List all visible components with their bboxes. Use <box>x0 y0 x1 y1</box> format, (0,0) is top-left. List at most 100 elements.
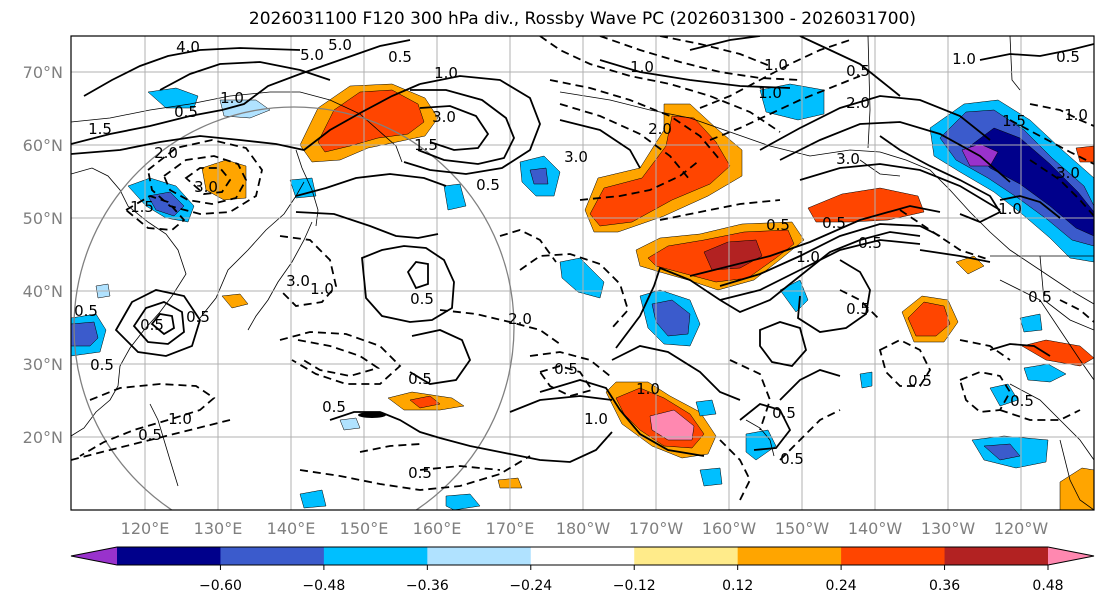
contour-label: 1.5 <box>88 120 112 138</box>
lon-label: 130°E <box>194 519 243 538</box>
contours-dashed <box>71 36 1094 501</box>
contour-label: 1.0 <box>584 410 608 428</box>
contour-label: 1.0 <box>220 89 244 107</box>
contour-label: 1.0 <box>952 50 976 68</box>
contour-label: 1.0 <box>630 58 654 76</box>
contour-label: 0.5 <box>858 234 882 252</box>
colorbar-segment <box>427 547 532 565</box>
contour-label: 0.5 <box>138 426 162 444</box>
field-positive-coast <box>1021 339 1094 367</box>
contour-label: 1.0 <box>796 248 820 266</box>
contour-label: 1.5 <box>414 136 438 154</box>
contour-label: 3.0 <box>194 178 218 196</box>
contour-label: 1.0 <box>758 84 782 102</box>
contour-label: 0.5 <box>780 450 804 468</box>
contour-label: 0.5 <box>1028 288 1052 306</box>
colorbar-tick-label: 0.48 <box>1032 578 1063 594</box>
contour-label: 3.0 <box>836 150 860 168</box>
contour-label: 0.5 <box>772 404 796 422</box>
field-negative-small-2 <box>779 279 809 313</box>
latitude-labels: 70°N 60°N 50°N 40°N 30°N 20°N <box>23 63 63 447</box>
map-title: 2026031100 F120 300 hPa div., Rossby Wav… <box>248 9 917 29</box>
field-negative-small-15 <box>695 399 717 417</box>
range-circle <box>73 106 515 510</box>
colorbar-tick-label: −0.24 <box>509 578 552 594</box>
lat-label: 20°N <box>23 428 63 447</box>
colorbar-segment <box>220 547 325 565</box>
field-negative-small-14 <box>299 489 327 509</box>
contour-label: 1.0 <box>310 280 334 298</box>
contour-label: 1.0 <box>168 410 192 428</box>
lat-label: 50°N <box>23 209 63 228</box>
lat-label: 40°N <box>23 282 63 301</box>
colorbar-tick-label: 0.24 <box>826 578 857 594</box>
lon-label: 120°W <box>994 519 1049 538</box>
lon-label: 170°W <box>629 519 684 538</box>
contour-label: 3.0 <box>432 108 456 126</box>
field-negative-small-18 <box>339 417 361 431</box>
field-negative-core-west-coast <box>969 127 1094 237</box>
graticule <box>71 36 1094 510</box>
field-negative-small-11 <box>445 493 481 510</box>
contour-label: 2.0 <box>508 310 532 328</box>
contour-label: 1.0 <box>764 56 788 74</box>
lon-label: 170°E <box>486 519 535 538</box>
lon-label: 180°W <box>556 519 611 538</box>
colorbar-tick-label: −0.36 <box>406 578 449 594</box>
contour-label: 0.5 <box>1056 48 1080 66</box>
field-negative-small-6 <box>983 443 1021 461</box>
colorbar-extend-high <box>1048 547 1094 565</box>
colorbar-tick-label: −0.60 <box>199 578 242 594</box>
field-negative-small-9 <box>989 383 1019 407</box>
contour-label: 0.5 <box>408 370 432 388</box>
contour-label: 5.0 <box>300 46 324 64</box>
contour-label: 1.5 <box>1002 112 1026 130</box>
colorbar-segment <box>944 547 1049 565</box>
contour-label: 3.0 <box>564 148 588 166</box>
field-negative-small-7 <box>1019 313 1043 333</box>
contour-label: 3.0 <box>286 272 310 290</box>
contour-label: 4.0 <box>176 38 200 56</box>
contour-label: 0.5 <box>90 356 114 374</box>
field-negative-small-16 <box>859 371 873 389</box>
lon-label: 140°E <box>267 519 316 538</box>
contour-label: 5.0 <box>328 36 352 54</box>
field-negative-kuril <box>147 87 199 109</box>
contour-label: 0.5 <box>140 316 164 334</box>
small-closed-contour <box>358 412 386 418</box>
colorbar-frame <box>70 546 1095 566</box>
lat-label: 30°N <box>23 355 63 374</box>
lon-label: 150°W <box>775 519 830 538</box>
contour-label: 0.5 <box>846 300 870 318</box>
contour-label: 2.0 <box>846 94 870 112</box>
colorbar-segment <box>530 547 635 565</box>
lat-label: 60°N <box>23 136 63 155</box>
contour-label: 1.0 <box>434 64 458 82</box>
colorbar-segments <box>71 547 1094 565</box>
contour-label: 1.0 <box>1064 106 1088 124</box>
colorbar: −0.60 −0.48 −0.36 −0.24 −0.12 0.12 0.24 0.36 0.4… <box>70 546 1095 594</box>
contour-label: 0.5 <box>554 360 578 378</box>
lon-label: 120°E <box>121 519 170 538</box>
contour-labels: 4.0 5.05.00.51.01.00.51.52.03.03.01.50.52… <box>74 36 1088 482</box>
field-extreme-hawaii <box>649 409 695 441</box>
contour-label: 0.5 <box>388 48 412 66</box>
field-strong-ne-pacific <box>907 301 951 337</box>
lon-label: 140°W <box>848 519 903 538</box>
colorbar-tick-label: 0.36 <box>929 578 960 594</box>
contour-label: 0.5 <box>908 372 932 390</box>
map-frame <box>70 35 1095 511</box>
contour-label: 0.5 <box>822 214 846 232</box>
contour-label: 0.5 <box>766 216 790 234</box>
lon-label: 150°E <box>340 519 389 538</box>
colorbar-segment <box>323 547 428 565</box>
contour-label: 3.0 <box>1056 164 1080 182</box>
longitude-labels: 120°E 130°E 140°E 150°E 160°E 170°E 180°… <box>121 519 1049 538</box>
field-negative-sakhalin-core <box>529 167 549 185</box>
field-positive-small-1 <box>221 293 249 309</box>
colorbar-segment <box>634 547 739 565</box>
colorbar-extend-low <box>71 547 117 565</box>
colorbar-tick-label: −0.48 <box>302 578 345 594</box>
lat-label: 70°N <box>23 63 63 82</box>
contour-label: 1.0 <box>998 200 1022 218</box>
